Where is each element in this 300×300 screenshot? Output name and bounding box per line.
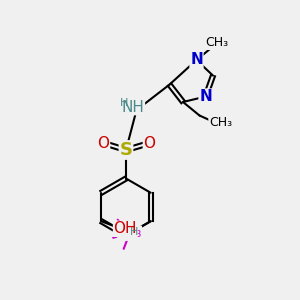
Text: O: O bbox=[98, 136, 110, 151]
Text: CH₃: CH₃ bbox=[209, 116, 232, 130]
Text: O: O bbox=[143, 136, 155, 151]
Text: NH: NH bbox=[122, 100, 144, 115]
Text: S: S bbox=[119, 141, 133, 159]
Text: CH₃: CH₃ bbox=[205, 36, 228, 50]
Text: CF₃: CF₃ bbox=[118, 226, 141, 240]
Text: N: N bbox=[190, 52, 203, 68]
Text: H: H bbox=[120, 98, 129, 108]
Text: OH: OH bbox=[114, 221, 137, 236]
Text: H: H bbox=[130, 227, 139, 237]
Text: N: N bbox=[199, 89, 212, 104]
